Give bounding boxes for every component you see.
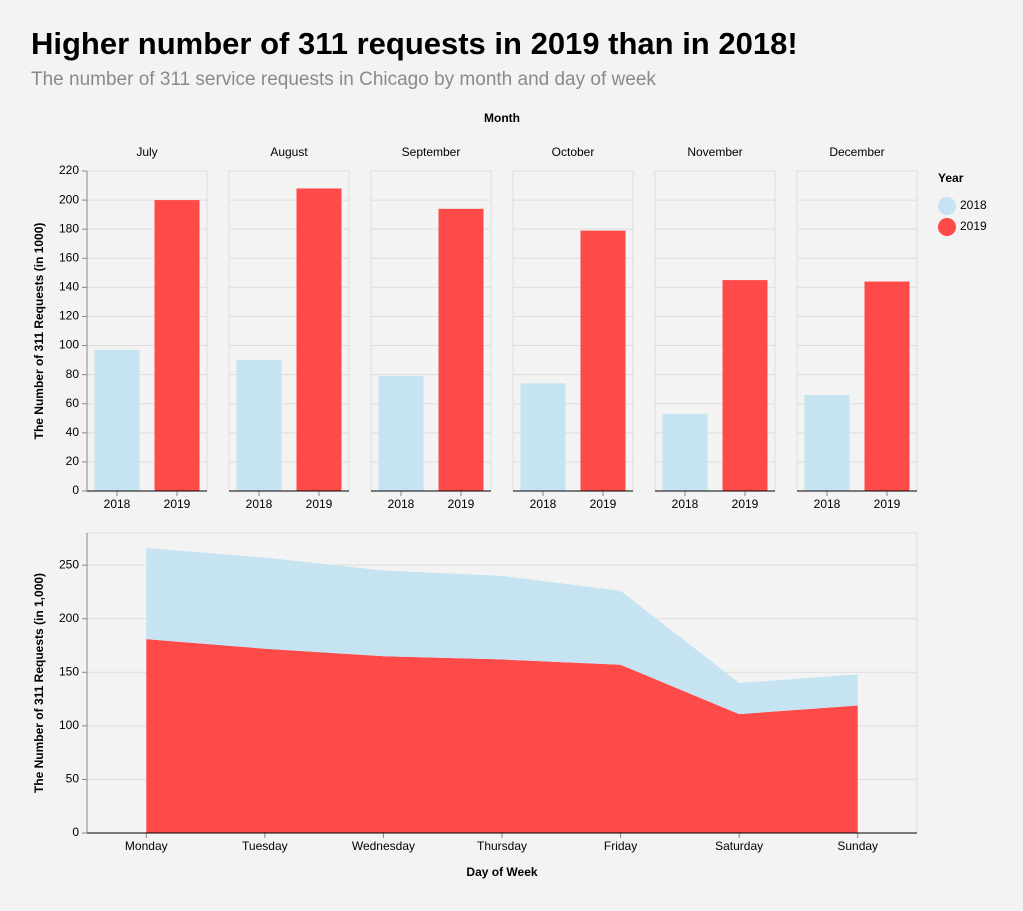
y-tick-label: 150 bbox=[59, 664, 79, 678]
y-axis-title: The Number of 311 Requests (in 1,000) bbox=[32, 573, 46, 793]
y-tick-label: 100 bbox=[59, 338, 79, 352]
bar bbox=[94, 349, 140, 491]
x-tick-label: 2019 bbox=[448, 497, 475, 511]
legend-label: 2018 bbox=[960, 198, 987, 212]
bar bbox=[236, 360, 282, 491]
bar bbox=[154, 200, 200, 491]
x-tick-label: 2019 bbox=[590, 497, 617, 511]
facet-label: November bbox=[687, 145, 742, 159]
y-tick-label: 50 bbox=[66, 772, 80, 786]
x-tick-label: Thursday bbox=[477, 839, 527, 853]
x-tick-label: 2018 bbox=[104, 497, 131, 511]
facet-header: Month bbox=[484, 111, 520, 125]
legend-title: Year bbox=[938, 171, 964, 185]
x-tick-label: Friday bbox=[604, 839, 637, 853]
y-tick-label: 60 bbox=[66, 396, 80, 410]
x-tick-label: 2018 bbox=[388, 497, 415, 511]
x-tick-label: 2018 bbox=[246, 497, 273, 511]
x-tick-label: 2018 bbox=[530, 497, 557, 511]
x-tick-label: Tuesday bbox=[242, 839, 288, 853]
x-tick-label: 2019 bbox=[164, 497, 191, 511]
facet-label: December bbox=[829, 145, 884, 159]
y-tick-label: 20 bbox=[66, 454, 80, 468]
y-tick-label: 100 bbox=[59, 718, 79, 732]
y-tick-label: 200 bbox=[59, 611, 79, 625]
facet-label: October bbox=[552, 145, 595, 159]
x-tick-label: 2018 bbox=[672, 497, 699, 511]
y-tick-label: 140 bbox=[59, 280, 79, 294]
chart-subtitle: The number of 311 service requests in Ch… bbox=[31, 69, 656, 90]
x-tick-label: 2019 bbox=[306, 497, 333, 511]
y-tick-label: 250 bbox=[59, 557, 79, 571]
y-tick-label: 0 bbox=[72, 483, 79, 497]
bar bbox=[378, 376, 424, 491]
y-tick-label: 40 bbox=[66, 425, 80, 439]
x-tick-label: 2019 bbox=[874, 497, 901, 511]
x-tick-label: 2018 bbox=[814, 497, 841, 511]
y-axis-title: The Number of 311 Requests (in 1000) bbox=[32, 223, 46, 440]
legend-swatch bbox=[938, 218, 956, 236]
chart-title: Higher number of 311 requests in 2019 th… bbox=[31, 26, 798, 61]
bar bbox=[296, 188, 342, 492]
facet-label: September bbox=[402, 145, 461, 159]
x-axis-title: Day of Week bbox=[466, 865, 537, 879]
x-tick-label: 2019 bbox=[732, 497, 759, 511]
bar bbox=[438, 208, 484, 491]
x-tick-label: Saturday bbox=[715, 839, 763, 853]
legend-swatch bbox=[938, 197, 956, 215]
x-tick-label: Monday bbox=[125, 839, 168, 853]
x-tick-label: Sunday bbox=[837, 839, 878, 853]
y-tick-label: 160 bbox=[59, 250, 79, 264]
bar bbox=[520, 383, 566, 491]
bar bbox=[580, 230, 626, 492]
area bbox=[146, 548, 858, 715]
y-tick-label: 180 bbox=[59, 221, 79, 235]
bar bbox=[722, 280, 768, 491]
y-tick-label: 120 bbox=[59, 309, 79, 323]
area bbox=[146, 639, 858, 833]
y-tick-label: 220 bbox=[59, 163, 79, 177]
bar bbox=[804, 395, 850, 491]
legend-label: 2019 bbox=[960, 219, 987, 233]
y-tick-label: 0 bbox=[72, 825, 79, 839]
facet-label: August bbox=[270, 145, 308, 159]
bar bbox=[662, 413, 708, 491]
x-tick-label: Wednesday bbox=[352, 839, 415, 853]
y-tick-label: 200 bbox=[59, 192, 79, 206]
facet-label: July bbox=[136, 145, 157, 159]
y-tick-label: 80 bbox=[66, 367, 80, 381]
bar bbox=[864, 281, 910, 491]
